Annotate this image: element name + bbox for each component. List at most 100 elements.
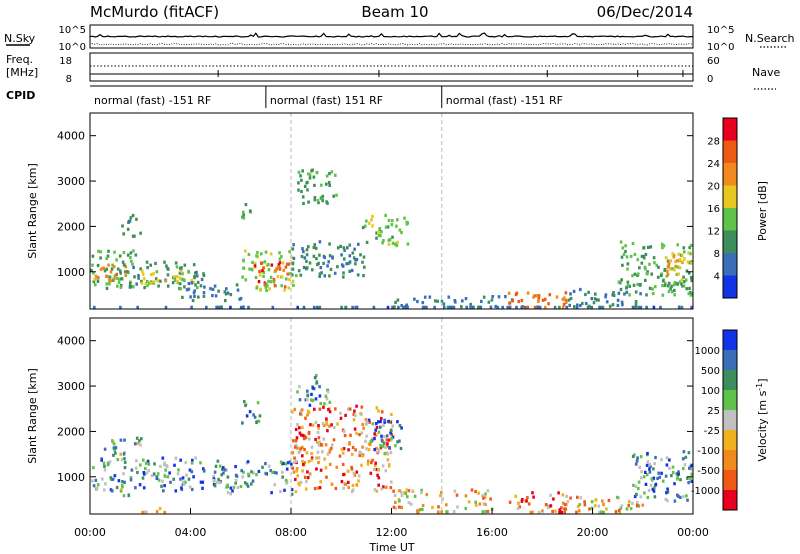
- range-cell: [625, 290, 629, 294]
- range-cell: [541, 509, 544, 513]
- range-cell: [636, 282, 639, 286]
- range-cell: [244, 278, 248, 282]
- range-cell: [96, 263, 100, 268]
- range-cell: [680, 278, 684, 282]
- range-cell: [391, 235, 394, 239]
- colorbar-tick-label: 20: [707, 182, 720, 193]
- range-cell: [185, 288, 189, 292]
- range-cell: [314, 246, 318, 250]
- range-cell: [257, 419, 261, 423]
- range-cell: [362, 255, 366, 259]
- range-cell: [486, 489, 490, 493]
- range-cell: [403, 216, 406, 220]
- range-cell: [239, 484, 243, 489]
- range-cell: [385, 444, 389, 448]
- range-cell: [123, 480, 126, 484]
- range-cell: [653, 486, 656, 490]
- range-cell: [391, 241, 395, 245]
- range-cell: [385, 451, 388, 455]
- range-cell: [301, 469, 304, 473]
- range-cell: [340, 447, 344, 451]
- range-cell: [143, 510, 147, 514]
- range-cell: [288, 460, 292, 464]
- colorbar-swatch: [723, 140, 737, 163]
- range-cell: [307, 172, 310, 176]
- range-cell: [255, 420, 258, 425]
- range-cell: [181, 480, 185, 484]
- range-cell: [244, 249, 247, 253]
- range-cell: [116, 284, 119, 288]
- range-cell: [174, 489, 178, 493]
- range-cell: [143, 277, 146, 281]
- range-cell: [145, 260, 149, 264]
- colorbar-tick-label: 24: [707, 159, 720, 170]
- range-cell: [661, 279, 665, 283]
- range-cell: [211, 294, 214, 298]
- range-cell: [525, 499, 528, 503]
- range-cell: [641, 503, 645, 507]
- range-cell: [287, 286, 291, 290]
- range-cell: [624, 249, 627, 254]
- range-cell: [558, 510, 561, 514]
- range-cell: [569, 296, 573, 301]
- range-cell: [184, 461, 188, 465]
- range-cell: [663, 268, 666, 272]
- range-cell: [366, 462, 370, 466]
- range-cell: [197, 295, 200, 299]
- range-cell: [368, 420, 371, 424]
- colorbar-swatch: [723, 350, 737, 370]
- range-cell: [350, 489, 354, 494]
- range-cell: [111, 489, 114, 493]
- range-cell: [174, 456, 178, 460]
- range-cell: [497, 295, 501, 299]
- velocity-colorbar: 1000 500 100 25 -25 -100 -500 -1000: [691, 329, 738, 511]
- range-cell: [127, 220, 130, 224]
- range-cell: [484, 492, 487, 496]
- range-cell: [298, 398, 302, 402]
- range-cell: [646, 460, 650, 464]
- range-cell: [292, 470, 296, 474]
- range-cell: [375, 467, 379, 472]
- range-cell: [103, 269, 107, 273]
- range-cell: [347, 407, 350, 411]
- x-tick-label: 08:00: [275, 526, 307, 539]
- x-tick-label: 20:00: [577, 526, 609, 539]
- range-cell: [111, 439, 114, 443]
- range-cell: [119, 271, 122, 275]
- range-cell: [576, 495, 579, 499]
- range-cell: [531, 491, 534, 495]
- range-cell: [318, 385, 321, 389]
- range-cell: [255, 254, 258, 258]
- range-cell: [678, 266, 682, 270]
- range-cell: [267, 464, 271, 468]
- range-cell: [666, 487, 669, 491]
- power-y-axis: 1000 2000 3000 4000: [57, 130, 693, 279]
- range-cell: [626, 267, 629, 271]
- range-cell: [356, 273, 360, 277]
- range-cell: [103, 447, 107, 451]
- range-cell: [179, 477, 182, 481]
- range-cell: [593, 297, 597, 301]
- range-cell: [344, 413, 347, 417]
- range-cell: [242, 258, 245, 262]
- range-cell: [379, 230, 383, 234]
- range-cell: [567, 298, 571, 302]
- range-cell: [654, 482, 658, 486]
- range-cell: [317, 443, 321, 447]
- range-cell: [290, 255, 293, 259]
- range-cell: [446, 305, 450, 309]
- range-cell: [335, 193, 338, 197]
- range-cell: [543, 297, 547, 301]
- range-cell: [224, 292, 228, 296]
- range-cell: [320, 443, 323, 447]
- range-cell: [247, 472, 250, 476]
- range-cell: [349, 433, 352, 437]
- range-cell: [299, 447, 302, 451]
- range-cell: [452, 305, 456, 309]
- range-cell: [547, 302, 550, 306]
- range-cell: [241, 275, 244, 279]
- range-cell: [285, 467, 289, 471]
- range-cell: [679, 478, 682, 482]
- range-cell: [448, 305, 452, 309]
- y-tick-label: 3000: [57, 175, 85, 188]
